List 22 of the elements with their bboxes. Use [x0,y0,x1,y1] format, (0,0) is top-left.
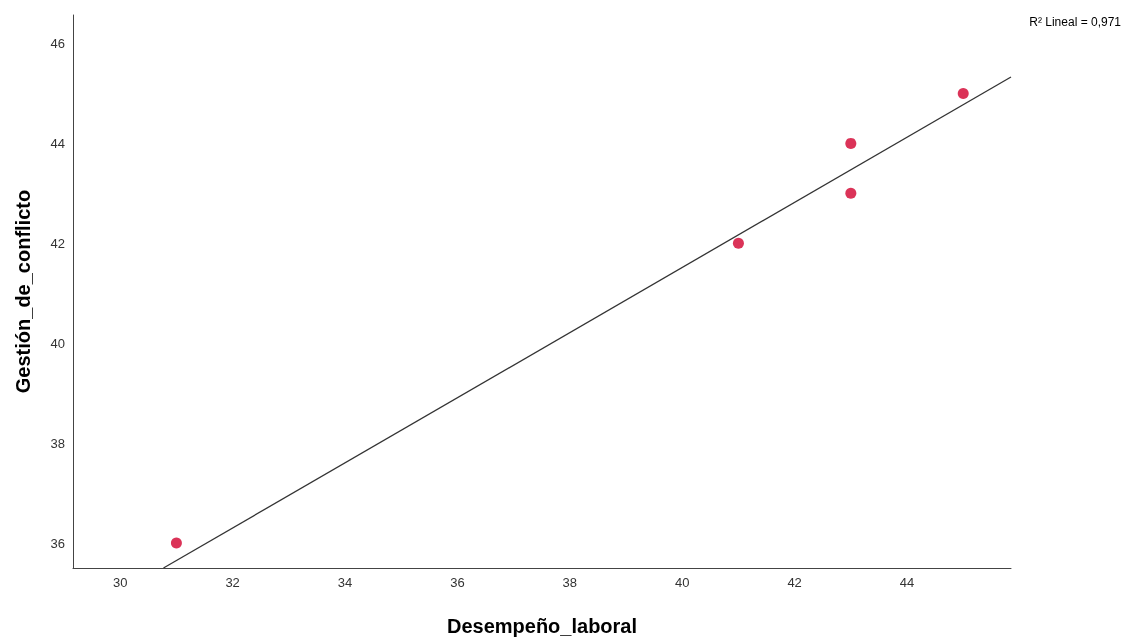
x-tick-label: 40 [674,575,690,590]
y-tick-label: 42 [50,235,65,251]
x-tick-label: 36 [450,575,465,590]
x-axis-title: Desempeño_laboral [446,615,638,637]
y-axis-title: Gestión_de_conflicto [12,189,34,394]
point [845,137,857,149]
point [732,237,744,249]
y-tick-label: 46 [50,35,65,51]
point [845,187,857,199]
y-tick-label: 36 [50,535,65,551]
x-tick-label: 38 [562,575,578,590]
point [170,537,182,549]
y-tick-label: 38 [50,435,65,451]
x-tick-label: 34 [337,575,353,590]
x-tick-label: 30 [112,575,128,590]
y-tick-label: 44 [50,135,65,151]
x-tick-label: 44 [899,575,915,590]
y-tick-label: 40 [50,335,65,351]
point [957,87,969,99]
x-tick-label: 32 [225,575,240,590]
text: R² Lineal = 0,971 [1029,15,1122,29]
x-tick-label: 42 [787,575,802,590]
